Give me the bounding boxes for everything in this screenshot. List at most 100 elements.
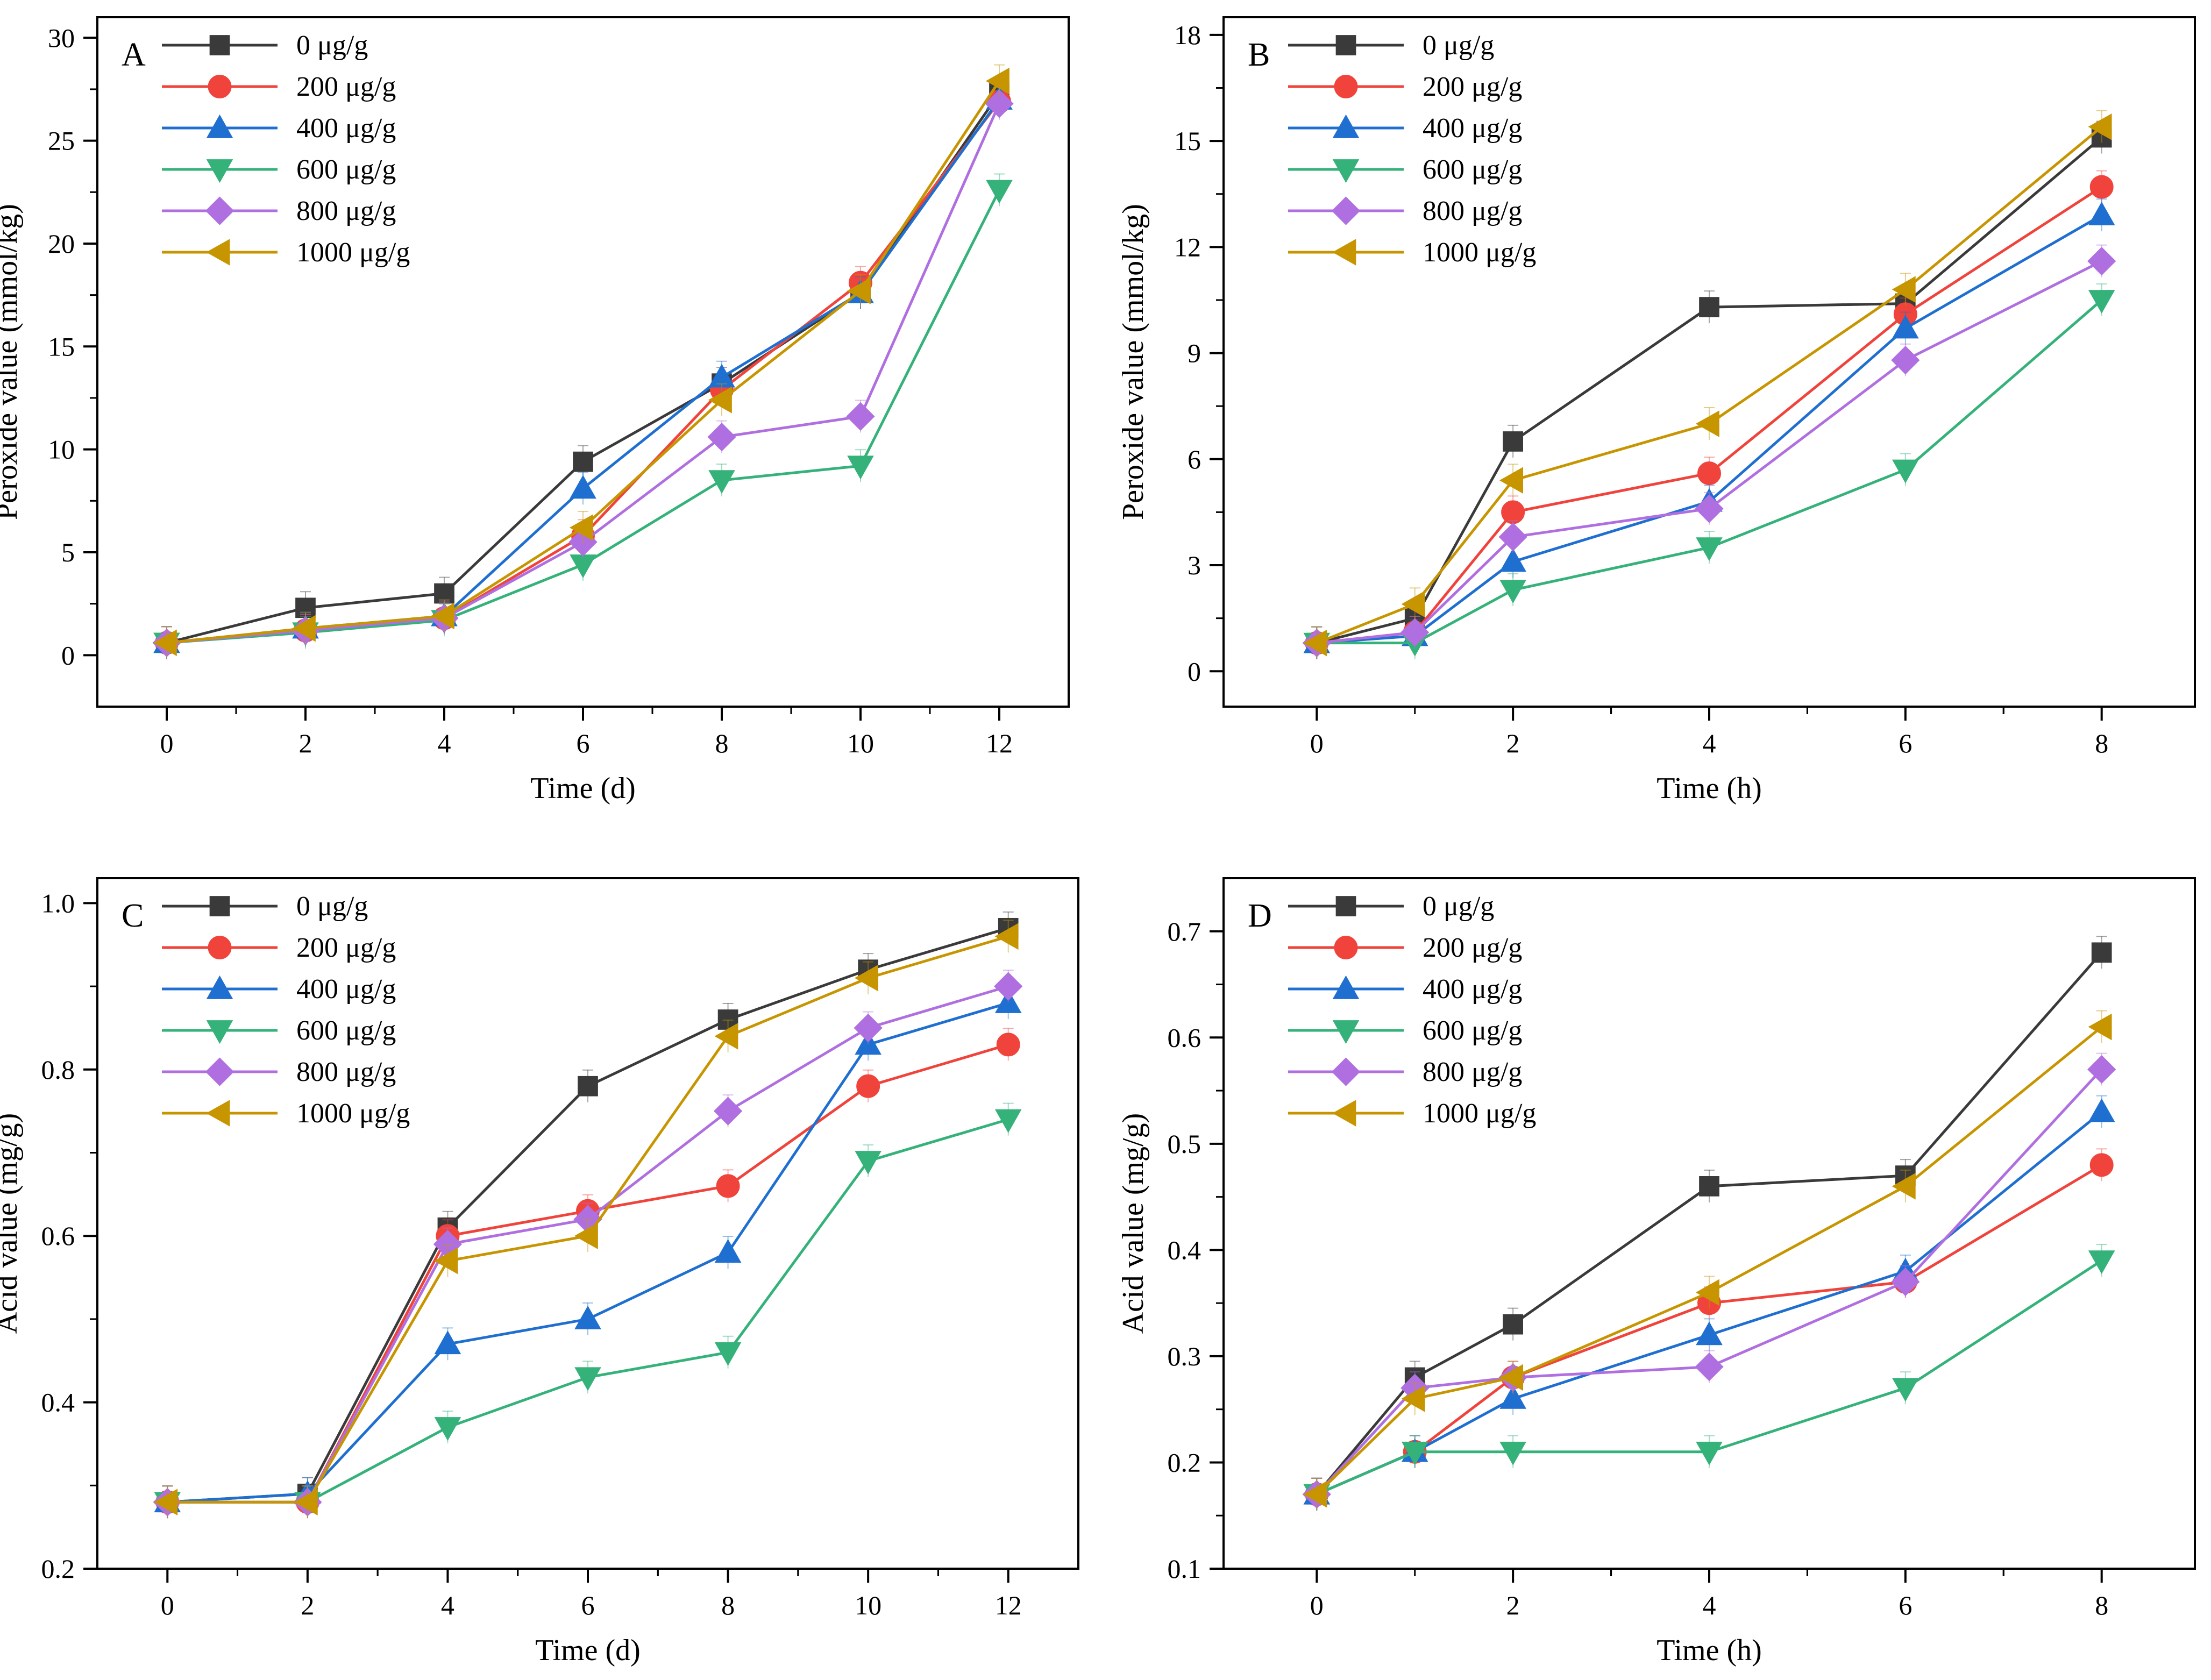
data-point — [996, 1033, 1020, 1057]
y-tick-label: 30 — [48, 23, 75, 53]
data-point — [1699, 1176, 1719, 1197]
panel-c: 0 2 4 6 8 10 12 0.2 0.4 0.6 0.8 1.0 Time (d) Acid val… — [0, 877, 1079, 1667]
legend-marker — [209, 896, 230, 916]
data-point — [1891, 346, 1920, 375]
legend-marker — [208, 936, 232, 959]
data-point — [1892, 459, 1919, 483]
legend-marker — [1332, 114, 1360, 138]
data-point — [2089, 175, 2114, 199]
x-tick-label: 0 — [161, 1590, 174, 1620]
legend-marker — [1334, 936, 1358, 959]
legend-label: 200 μg/g — [1423, 72, 1522, 102]
legend-marker — [206, 975, 233, 999]
x-tick-label: 10 — [855, 1590, 881, 1620]
data-point — [994, 989, 1022, 1013]
data-point — [2088, 1098, 2115, 1122]
data-point — [1695, 1279, 1719, 1306]
data-point — [434, 1247, 458, 1275]
legend-label: 200 μg/g — [296, 932, 396, 963]
y-tick-label: 10 — [48, 435, 75, 465]
data-point — [154, 1489, 178, 1516]
legend-label: 1000 μg/g — [1423, 1098, 1536, 1129]
legend-marker — [1332, 975, 1360, 999]
legend-label: 0 μg/g — [1423, 891, 1494, 922]
data-point — [1696, 1441, 1723, 1465]
series-line — [1316, 1068, 2103, 1496]
legend-label: 600 μg/g — [1423, 154, 1522, 185]
data-point — [1892, 315, 1919, 339]
legend-label: 200 μg/g — [1423, 932, 1522, 963]
y-tick-label: 0.4 — [1168, 1235, 1202, 1265]
y-axis-label: Acid value (mg/g) — [0, 1113, 24, 1334]
data-point — [569, 514, 593, 541]
legend-label: 800 μg/g — [296, 196, 396, 226]
data-point — [1696, 1321, 1723, 1346]
y-tick-label: 0.7 — [1168, 916, 1202, 946]
legend-marker — [1335, 896, 1356, 916]
data-point — [1503, 1314, 1524, 1335]
plot-frame — [96, 16, 1070, 708]
series-line — [1316, 136, 2103, 645]
legend-label: 0 μg/g — [296, 30, 368, 61]
y-tick-label: 25 — [48, 126, 75, 156]
y-tick-label: 0.2 — [41, 1554, 75, 1584]
x-tick-label: 0 — [1310, 1590, 1324, 1620]
panel-label: C — [122, 898, 144, 934]
legend-marker — [1335, 35, 1356, 55]
y-tick-label: 3 — [1188, 550, 1201, 580]
x-tick-label: 8 — [721, 1590, 735, 1620]
data-point — [856, 1074, 880, 1098]
x-tick-label: 4 — [441, 1590, 454, 1620]
x-tick-label: 8 — [2095, 728, 2108, 758]
x-tick-label: 2 — [299, 728, 312, 758]
series-line — [1317, 260, 2102, 645]
data-point — [1891, 1268, 1920, 1297]
series-line — [1316, 951, 2103, 1496]
data-point — [1499, 467, 1524, 494]
data-point — [1499, 1441, 1526, 1465]
data-point — [1696, 537, 1723, 561]
y-tick-label: 15 — [1174, 126, 1201, 156]
x-tick-label: 6 — [581, 1590, 595, 1620]
panel-label: A — [122, 37, 146, 73]
data-point — [2087, 247, 2116, 276]
panel-b: 0 2 4 6 8 0 3 6 9 12 15 18 Time (h) Peroxide value (m… — [1117, 16, 2196, 805]
data-point — [434, 1330, 461, 1355]
legend-label: 1000 μg/g — [296, 1098, 410, 1129]
legend-marker — [206, 1020, 233, 1044]
legend-label: 800 μg/g — [1423, 1057, 1522, 1087]
data-point — [1892, 276, 1916, 303]
legend-marker — [206, 239, 230, 266]
series-line — [1316, 125, 2103, 644]
data-point — [574, 1305, 601, 1329]
data-point — [153, 629, 177, 657]
data-point — [2088, 202, 2115, 226]
series-line — [1316, 1259, 2103, 1496]
x-tick-label: 10 — [847, 728, 874, 758]
x-tick-label: 12 — [995, 1590, 1022, 1620]
legend-label: 400 μg/g — [1423, 113, 1522, 144]
legend-marker — [206, 159, 233, 183]
panel-a: 0 2 4 6 8 10 12 0 5 10 15 20 25 30 Time (d) Peroxide va… — [0, 16, 1070, 805]
data-point — [430, 602, 454, 630]
data-point — [2089, 1153, 2114, 1177]
legend-label: 400 μg/g — [296, 974, 396, 1005]
data-point — [847, 277, 871, 304]
data-point — [1400, 618, 1430, 647]
data-point — [2088, 113, 2112, 140]
legend-marker — [1332, 1020, 1360, 1044]
x-tick-label: 6 — [1899, 1590, 1912, 1620]
data-point — [1892, 1378, 1919, 1402]
data-point — [294, 1489, 318, 1516]
data-point — [2091, 942, 2112, 963]
data-point — [1401, 590, 1425, 618]
data-point — [570, 475, 596, 499]
data-point — [1499, 1385, 1526, 1409]
legend-marker — [205, 1057, 234, 1086]
y-tick-label: 18 — [1174, 20, 1201, 50]
data-point — [855, 1031, 881, 1055]
y-tick-label: 12 — [1174, 232, 1201, 262]
data-point — [985, 67, 1009, 95]
legend-marker — [1334, 75, 1358, 98]
legend-marker — [1332, 239, 1356, 266]
